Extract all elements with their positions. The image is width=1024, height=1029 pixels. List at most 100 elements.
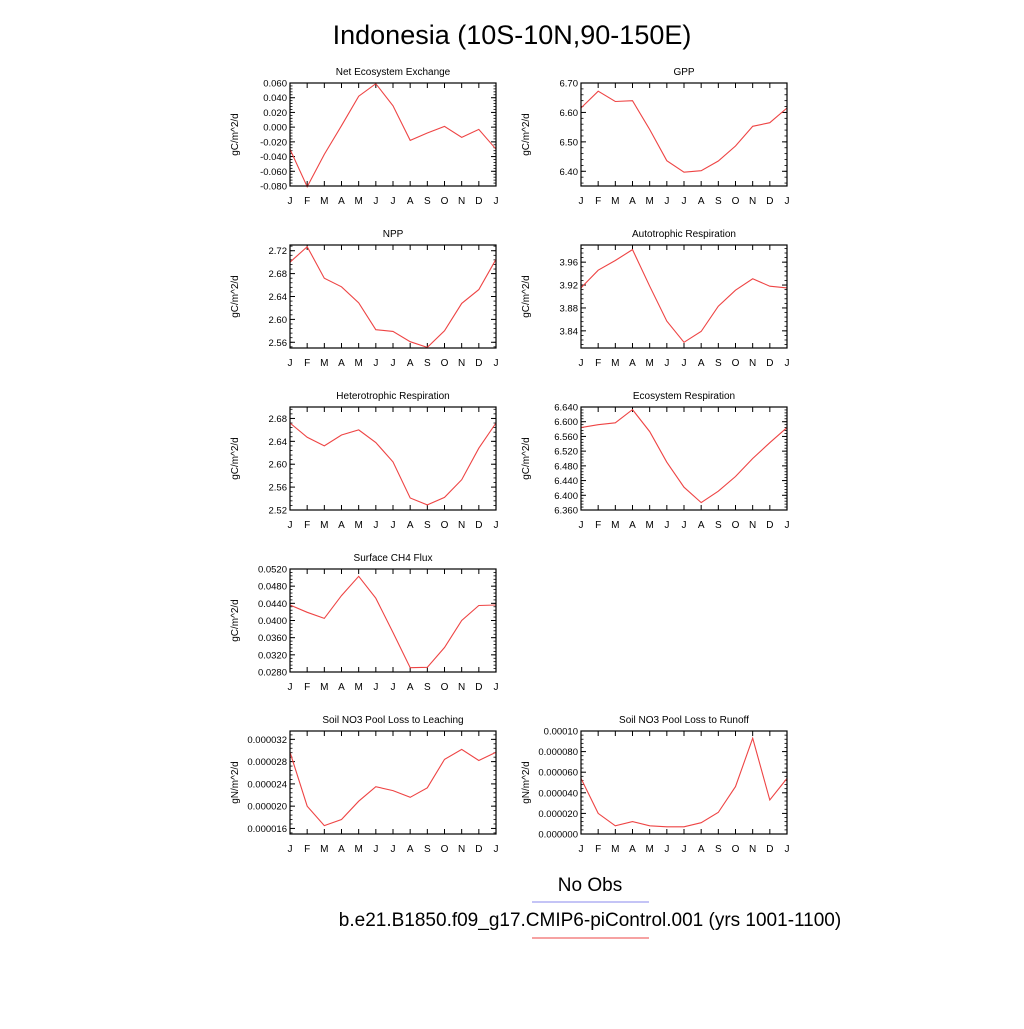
x-tick-label: J <box>785 844 790 855</box>
series-line <box>580 736 788 828</box>
x-tick-label: J <box>391 844 396 855</box>
y-axis-label: gN/m^2/d <box>230 761 241 804</box>
x-tick-label: A <box>698 358 705 369</box>
x-tick-label: A <box>338 520 345 531</box>
x-tick-label: D <box>766 520 773 531</box>
chart-autotrophic-respiration: Autotrophic Respiration gC/m^2/d 3.84 3.88 3… <box>521 229 790 369</box>
y-tick-label: 0.000020 <box>538 809 578 820</box>
y-tick-label: 0.000020 <box>247 802 287 813</box>
x-tick-label: N <box>458 196 465 207</box>
legend: No Obs b.e21.B1850.f09_g17.CMIP6-piContr… <box>339 875 841 939</box>
x-tick-label: J <box>373 358 378 369</box>
x-tick-label: A <box>338 358 345 369</box>
y-axis-label: gC/m^2/d <box>521 437 532 480</box>
x-tick-label: S <box>715 196 722 207</box>
x-tick-label: S <box>715 844 722 855</box>
x-tick-label: J <box>391 358 396 369</box>
chart-soil-no3-pool-loss-to-runoff: Soil NO3 Pool Loss to Runoff gN/m^2/d 0.00… <box>521 715 790 855</box>
x-tick-label: M <box>645 358 653 369</box>
x-tick-label: J <box>494 682 499 693</box>
x-tick-label: O <box>732 358 740 369</box>
x-tick-label: O <box>441 682 449 693</box>
x-tick-label: F <box>595 358 601 369</box>
x-tick-label: J <box>288 682 293 693</box>
y-tick-label: 2.56 <box>269 483 288 494</box>
chart-ecosystem-respiration: Ecosystem Respiration gC/m^2/d 6.360 6.400 6… <box>521 391 790 531</box>
x-tick-label: J <box>664 196 669 207</box>
page-title: Indonesia (10S-10N,90-150E) <box>333 20 692 50</box>
y-tick-label: 0.0480 <box>258 582 287 593</box>
x-tick-label: S <box>715 358 722 369</box>
x-tick-label: O <box>441 844 449 855</box>
y-axis-label: gC/m^2/d <box>230 113 241 156</box>
y-tick-label: 0.000060 <box>538 768 578 779</box>
x-tick-label: F <box>304 358 310 369</box>
x-tick-label: J <box>391 682 396 693</box>
y-tick-label: 6.400 <box>554 491 578 502</box>
y-tick-label: 0.040 <box>263 93 287 104</box>
x-tick-label: F <box>595 196 601 207</box>
plot-frame <box>580 406 788 511</box>
chart-title: Heterotrophic Respiration <box>336 391 449 402</box>
y-tick-label: 2.56 <box>269 338 288 349</box>
x-tick-label: J <box>494 196 499 207</box>
y-tick-label: 2.68 <box>269 269 288 280</box>
x-tick-label: M <box>645 520 653 531</box>
x-tick-label: S <box>715 520 722 531</box>
x-tick-label: O <box>441 520 449 531</box>
x-tick-label: N <box>749 358 756 369</box>
y-tick-label: 6.480 <box>554 461 578 472</box>
x-tick-label: A <box>629 844 636 855</box>
x-tick-label: J <box>494 844 499 855</box>
x-tick-label: O <box>441 196 449 207</box>
y-tick-label: 0.0520 <box>258 565 287 576</box>
x-tick-label: F <box>304 844 310 855</box>
x-tick-label: D <box>766 844 773 855</box>
legend-label-model: b.e21.B1850.f09_g17.CMIP6-piControl.001 … <box>339 910 841 931</box>
x-tick-label: M <box>611 358 619 369</box>
y-tick-label: 6.520 <box>554 447 578 458</box>
y-tick-label: 0.000032 <box>247 735 287 746</box>
x-tick-label: J <box>373 844 378 855</box>
x-tick-label: A <box>407 682 414 693</box>
plot-frame <box>580 730 788 835</box>
x-tick-label: J <box>682 196 687 207</box>
x-tick-label: M <box>320 682 328 693</box>
series-line <box>289 245 497 349</box>
plot-frame <box>580 244 788 349</box>
x-tick-label: N <box>458 358 465 369</box>
x-tick-label: M <box>320 196 328 207</box>
y-tick-label: 0.0360 <box>258 633 287 644</box>
y-tick-label: 0.000080 <box>538 747 578 758</box>
plot-frame <box>289 568 497 673</box>
plot-frame <box>289 406 497 511</box>
y-tick-label: 0.0400 <box>258 616 287 627</box>
y-tick-label: 6.60 <box>560 108 579 119</box>
y-axis-label: gC/m^2/d <box>521 275 532 318</box>
x-tick-label: D <box>475 196 482 207</box>
x-tick-label: D <box>475 682 482 693</box>
x-tick-label: M <box>320 520 328 531</box>
y-tick-label: 2.60 <box>269 460 288 471</box>
x-tick-label: A <box>629 358 636 369</box>
x-tick-label: J <box>664 358 669 369</box>
chart-title: GPP <box>673 67 694 78</box>
series-line <box>289 575 497 669</box>
x-tick-label: A <box>629 196 636 207</box>
x-tick-label: M <box>611 844 619 855</box>
x-tick-label: M <box>611 520 619 531</box>
y-tick-label: 0.0320 <box>258 650 287 661</box>
x-tick-label: M <box>320 358 328 369</box>
x-tick-label: S <box>424 358 431 369</box>
x-tick-label: A <box>407 520 414 531</box>
series-line <box>289 82 497 188</box>
y-tick-label: 6.440 <box>554 476 578 487</box>
x-tick-label: F <box>595 520 601 531</box>
x-tick-label: S <box>424 520 431 531</box>
x-tick-label: A <box>338 844 345 855</box>
y-tick-label: 2.72 <box>269 246 288 257</box>
x-tick-label: J <box>682 358 687 369</box>
